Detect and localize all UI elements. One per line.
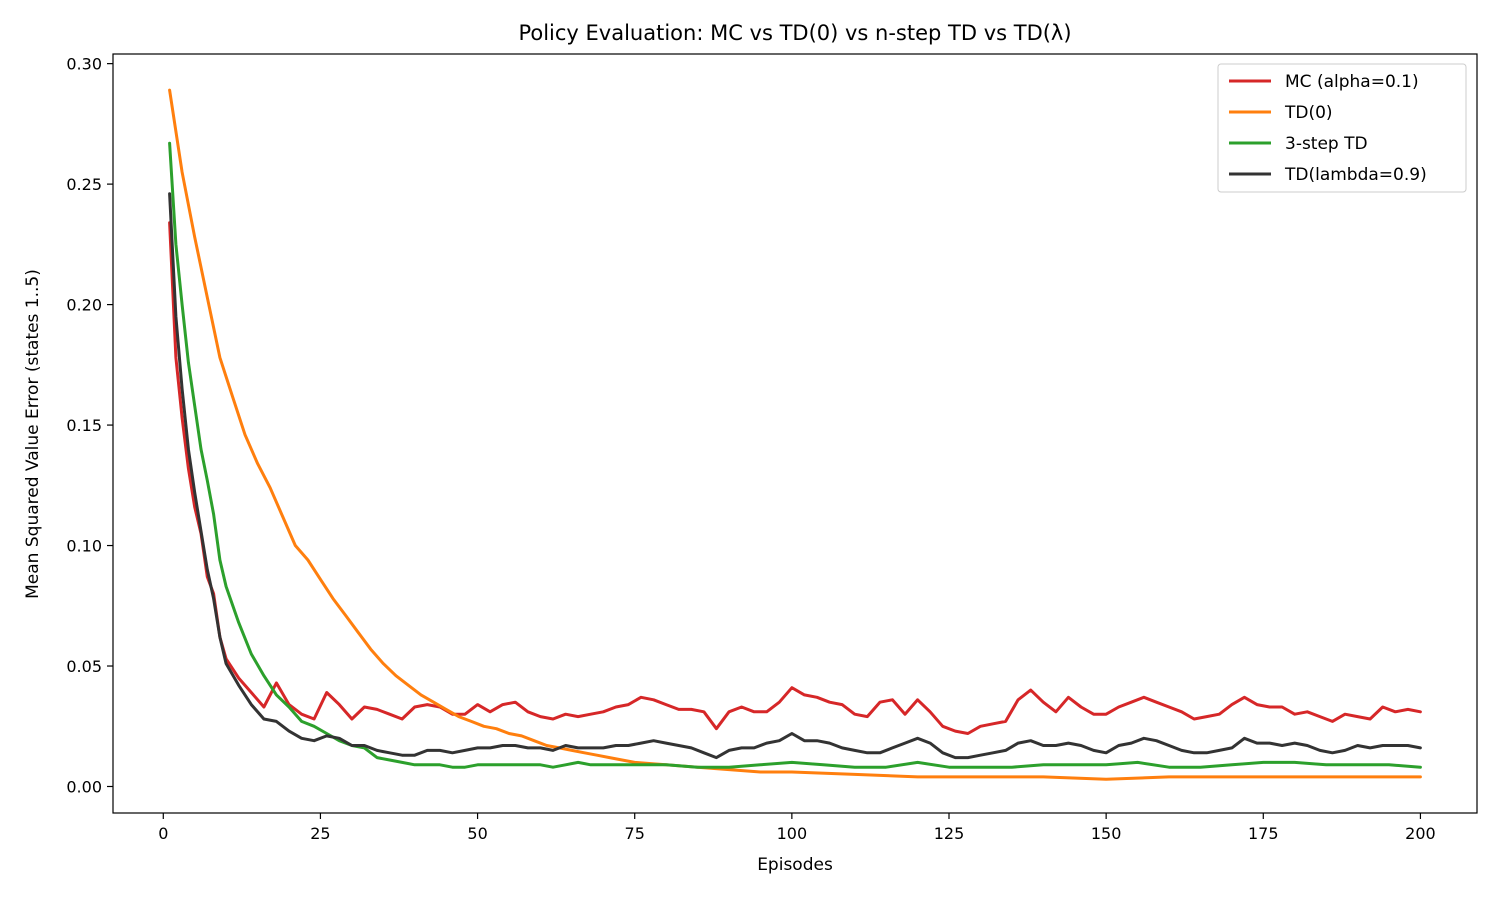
x-tick-label: 50 <box>467 824 487 843</box>
plot-frame <box>112 53 1478 814</box>
y-tick-label: 0.20 <box>66 296 102 315</box>
series-line-1 <box>168 88 1422 781</box>
y-tick-label: 0.15 <box>66 416 102 435</box>
x-tick-label: 150 <box>1091 824 1122 843</box>
y-tick-label: 0.25 <box>66 175 102 194</box>
x-tick-label: 0 <box>158 824 168 843</box>
legend-label: TD(lambda=0.9) <box>1284 165 1427 185</box>
x-tick-label: 100 <box>777 824 808 843</box>
x-tick-label: 25 <box>310 824 330 843</box>
y-tick-label: 0.05 <box>66 657 102 676</box>
y-tick-label: 0.10 <box>66 537 102 556</box>
series-line-2 <box>168 141 1422 769</box>
legend-box <box>1217 63 1467 193</box>
series-line-3 <box>168 192 1422 760</box>
y-axis-ticks: 0.00 0.05 0.10 0.15 0.20 0.25 0.30 <box>66 55 113 796</box>
y-axis-label: Mean Squared Value Error (states 1..5) <box>23 269 43 599</box>
series-line-0 <box>168 221 1422 735</box>
legend-label: 3-step TD <box>1285 134 1368 154</box>
legend: MC (alpha=0.1) TD(0) 3-step TD TD(lambda=0.… <box>1217 63 1467 193</box>
y-tick-label: 0.00 <box>66 777 102 796</box>
x-axis-ticks: 0 25 50 75 100 125 150 175 200 <box>158 813 1436 843</box>
legend-label: MC (alpha=0.1) <box>1285 72 1419 92</box>
x-tick-label: 75 <box>625 824 645 843</box>
chart-title: Policy Evaluation: MC vs TD(0) vs n-step… <box>518 21 1071 45</box>
x-axis-label: Episodes <box>757 855 833 875</box>
y-tick-label: 0.30 <box>66 55 102 74</box>
legend-label: TD(0) <box>1284 103 1333 123</box>
x-tick-label: 125 <box>934 824 965 843</box>
x-tick-label: 175 <box>1248 824 1279 843</box>
x-tick-label: 200 <box>1405 824 1436 843</box>
plot-area-lines <box>168 88 1422 781</box>
